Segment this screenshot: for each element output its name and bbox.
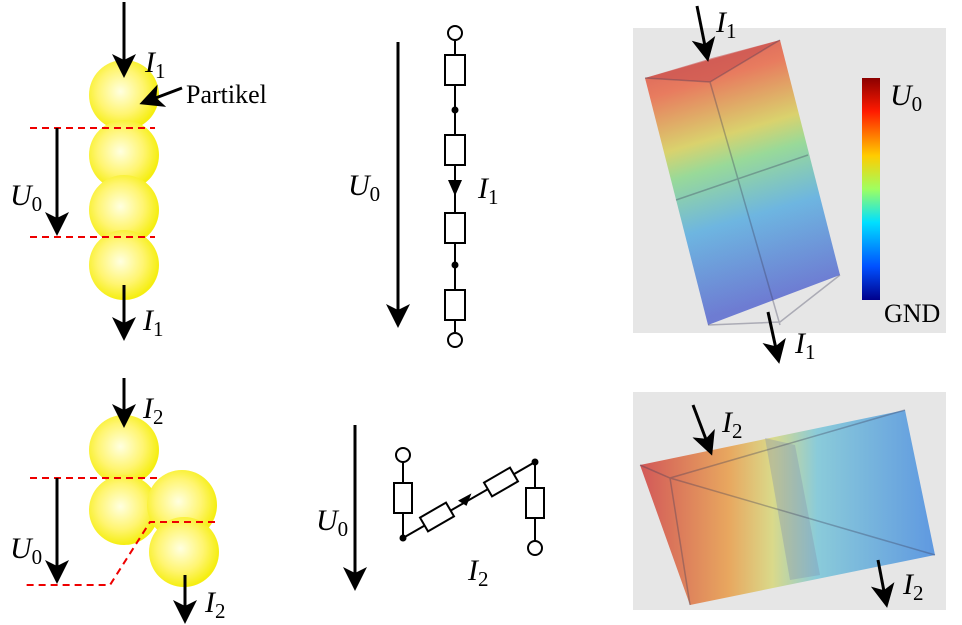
symbol-label: I1 (477, 172, 499, 209)
symbol-label: U0 (10, 179, 42, 216)
symbol-subscript: 2 (153, 405, 164, 429)
symbol-label: I2 (467, 554, 489, 591)
particle-label: Partikel (186, 80, 267, 109)
symbol-subscript: 2 (478, 567, 489, 591)
symbol-label: U0 (316, 504, 348, 541)
symbol-label: I2 (142, 392, 164, 429)
symbol-subscript: 1 (155, 59, 166, 83)
symbol-subscript: 0 (32, 192, 43, 216)
colorbar (862, 78, 880, 300)
symbol-subscript: 2 (732, 419, 743, 443)
symbol-main: U (10, 179, 34, 212)
simulation-bottom (633, 392, 946, 610)
symbol-subscript: 1 (153, 317, 164, 341)
circuit-top (398, 26, 465, 347)
figure: I1U0I1U0I1I1U0I1I2U0I2U0I2I2I2PartikelGN… (0, 0, 962, 625)
symbol-main: U (348, 169, 372, 202)
symbol-subscript: 0 (912, 92, 923, 116)
symbol-main: U (316, 504, 340, 537)
symbol-subscript: 2 (215, 599, 226, 623)
symbol-subscript: 1 (726, 19, 737, 43)
symbol-subscript: 1 (805, 340, 816, 364)
colorbar-min-label: GND (884, 299, 940, 328)
symbol-label: I1 (144, 46, 166, 83)
symbol-subscript: 2 (913, 581, 924, 605)
symbol-label: I1 (142, 304, 164, 341)
symbol-subscript: 0 (370, 182, 381, 206)
particle-chain-top (30, 2, 182, 335)
symbol-main: U (890, 79, 914, 112)
symbol-subscript: 0 (338, 517, 349, 541)
symbol-label: U0 (348, 169, 380, 206)
symbol-label: I2 (204, 586, 226, 623)
symbol-subscript: 1 (488, 185, 499, 209)
symbol-subscript: 0 (32, 545, 43, 569)
symbol-label: I1 (715, 6, 737, 43)
symbol-main: U (10, 532, 34, 565)
particle-chain-bottom (25, 378, 219, 618)
circuit-bottom (355, 425, 544, 585)
symbol-label: U0 (10, 532, 42, 569)
